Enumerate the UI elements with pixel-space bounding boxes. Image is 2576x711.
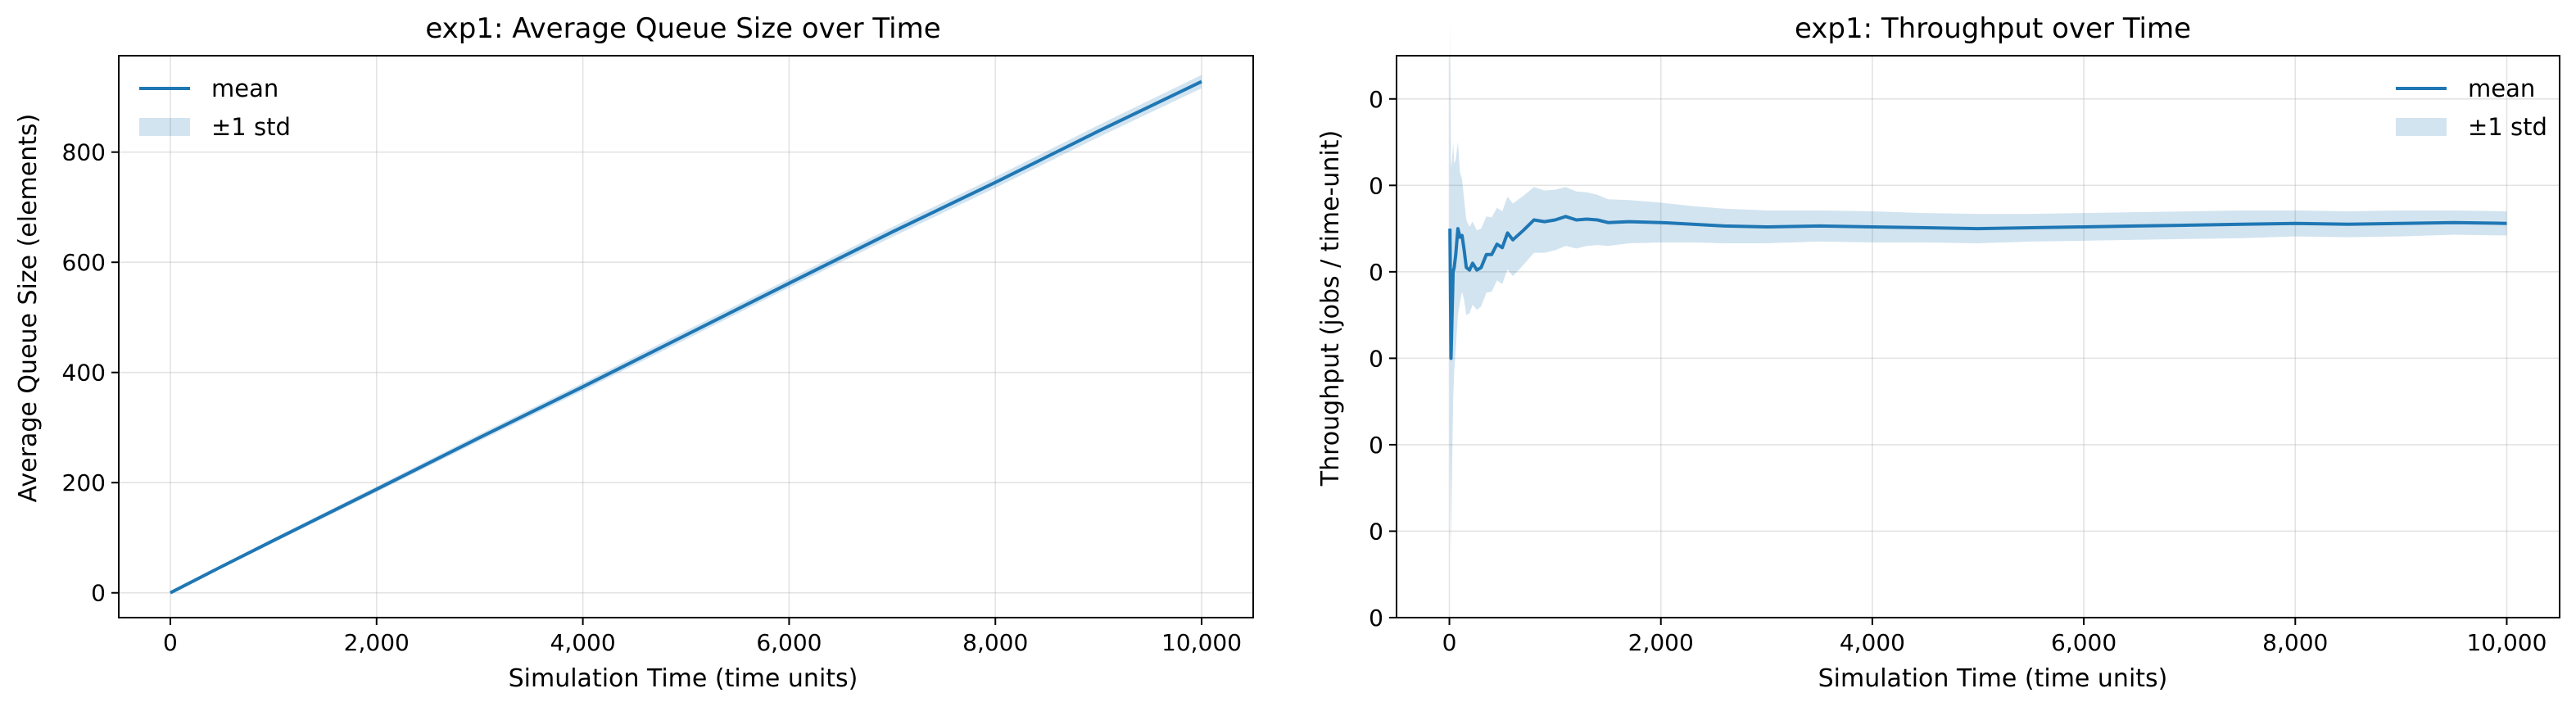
chart-title: exp1: Average Queue Size over Time xyxy=(425,12,940,45)
y-tick-label: 0 xyxy=(91,580,106,607)
x-tick-label: 4,000 xyxy=(550,629,616,656)
x-tick-label: 10,000 xyxy=(1161,629,1242,656)
legend-std-label: ±1 std xyxy=(211,113,291,141)
y-tick-label: 0 xyxy=(1369,605,1383,632)
x-tick-label: 0 xyxy=(1442,629,1457,656)
x-tick-label: 2,000 xyxy=(1628,629,1694,656)
x-tick-label: 6,000 xyxy=(2051,629,2116,656)
legend-mean-label: mean xyxy=(2468,75,2535,102)
chart-title: exp1: Throughput over Time xyxy=(1795,12,2191,45)
legend-mean-label: mean xyxy=(211,75,278,102)
x-tick-label: 6,000 xyxy=(756,629,822,656)
legend-std-swatch xyxy=(2396,118,2447,136)
y-tick-label: 0 xyxy=(1369,259,1383,286)
x-tick-label: 2,000 xyxy=(344,629,410,656)
x-tick-label: 4,000 xyxy=(1840,629,1905,656)
x-tick-label: 8,000 xyxy=(2262,629,2328,656)
mean-line xyxy=(1448,215,2507,360)
y-tick-label: 600 xyxy=(62,249,106,276)
y-tick-label: 200 xyxy=(62,469,106,496)
x-axis-label: Simulation Time (time units) xyxy=(509,664,858,693)
axes-frame xyxy=(1396,55,2560,618)
queue-size-chart: exp1: Average Queue Size over Time Simul… xyxy=(14,12,1254,693)
x-tick-label: 8,000 xyxy=(962,629,1028,656)
std-band xyxy=(1450,12,2507,549)
x-axis-label: Simulation Time (time units) xyxy=(1818,664,2168,693)
mean-line xyxy=(170,79,1202,595)
y-axis-label: Average Queue Size (elements) xyxy=(14,114,43,503)
x-tick-label: 10,000 xyxy=(2466,629,2547,656)
axes-frame xyxy=(118,55,1254,618)
y-tick-label: 0 xyxy=(1369,86,1383,113)
y-tick-label: 0 xyxy=(1369,432,1383,459)
y-axis-label: Throughput (jobs / time-unit) xyxy=(1316,130,1345,487)
throughput-chart: exp1: Throughput over Time Simulation Ti… xyxy=(1316,12,2560,693)
y-tick-label: 0 xyxy=(1369,345,1383,372)
legend-std-label: ±1 std xyxy=(2468,113,2547,141)
x-tick-label: 0 xyxy=(163,629,178,656)
y-tick-label: 400 xyxy=(62,360,106,387)
y-tick-label: 800 xyxy=(62,139,106,166)
y-tick-label: 0 xyxy=(1369,518,1383,545)
y-tick-label: 0 xyxy=(1369,172,1383,199)
legend-std-swatch xyxy=(139,118,190,136)
